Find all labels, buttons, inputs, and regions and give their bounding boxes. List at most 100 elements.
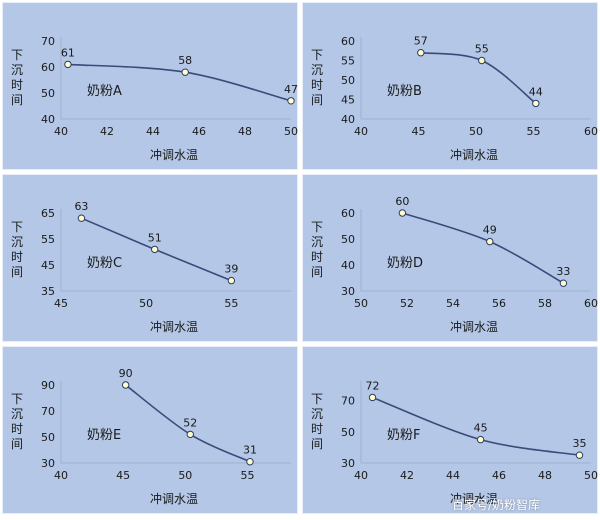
x-tick-label: 40 <box>54 469 68 482</box>
x-tick-label: 45 <box>412 125 426 138</box>
x-tick-label: 45 <box>54 297 68 310</box>
data-label: 31 <box>243 444 257 457</box>
data-label: 33 <box>556 265 570 278</box>
x-tick-label: 56 <box>492 297 506 310</box>
data-label: 35 <box>573 437 587 450</box>
x-axis-label: 冲调水温 <box>150 147 198 162</box>
data-point <box>398 209 407 217</box>
x-tick-label: 40 <box>54 125 68 138</box>
x-tick-label: 40 <box>354 469 368 482</box>
data-label: 72 <box>366 379 380 392</box>
x-tick-label: 52 <box>400 297 414 310</box>
x-tick-label: 55 <box>527 125 541 138</box>
y-tick-label: 50 <box>341 233 355 246</box>
x-tick-label: 58 <box>538 297 552 310</box>
x-tick-label: 50 <box>354 297 368 310</box>
y-axis-label: 下沉时间 <box>311 48 323 107</box>
y-tick-label: 55 <box>41 233 55 246</box>
chart-panel-b: 40 45 50 55 60 40 45 50 55 60 冲调水温 下沉时间 奶粉B 57 55 44 <box>302 2 598 170</box>
y-axis-label: 下沉时间 <box>11 392 23 451</box>
x-tick-label: 60 <box>584 125 598 138</box>
data-label: 49 <box>483 224 497 237</box>
data-point <box>77 214 86 222</box>
data-point <box>287 97 295 105</box>
watermark: 百家号/奶粉智库 <box>452 498 541 512</box>
x-tick-label: 48 <box>538 469 552 482</box>
x-tick-label: 50 <box>584 469 598 482</box>
y-tick-label: 40 <box>41 113 55 126</box>
y-tick-label: 60 <box>341 35 355 48</box>
data-label: 45 <box>474 422 488 435</box>
y-tick-label: 55 <box>341 55 355 68</box>
data-point <box>246 458 254 466</box>
y-tick-label: 70 <box>41 35 55 48</box>
x-tick-label: 44 <box>146 125 160 138</box>
x-axis-label: 冲调水温 <box>150 491 198 506</box>
data-point <box>559 279 568 287</box>
data-label: 57 <box>414 35 428 48</box>
data-label: 55 <box>475 43 489 56</box>
y-axis-label: 下沉时间 <box>311 220 323 279</box>
x-tick-label: 55 <box>240 469 254 482</box>
data-label: 39 <box>224 263 238 276</box>
data-point <box>186 430 194 439</box>
y-tick-label: 60 <box>41 61 55 74</box>
chart-panel-c: 35 45 55 65 45 50 55 冲调水温 下沉时间 奶粉C 63 51 39 <box>2 174 298 342</box>
x-tick-label: 54 <box>446 297 460 310</box>
data-point <box>151 245 159 254</box>
y-tick-label: 30 <box>341 285 355 298</box>
x-axis-label: 冲调水温 <box>450 319 498 334</box>
y-tick-label: 50 <box>41 87 55 100</box>
y-tick-label: 45 <box>341 94 355 107</box>
data-point <box>532 99 540 108</box>
data-label: 58 <box>178 54 192 67</box>
data-label: 90 <box>119 367 133 380</box>
data-point <box>121 381 130 389</box>
x-tick-label: 55 <box>224 297 238 310</box>
chart-panel-d: 30 40 50 60 50 52 54 56 58 60 冲调水温 下沉时间 奶粉D 60 49 33 <box>302 174 598 342</box>
y-tick-label: 50 <box>341 426 355 439</box>
series-annotation: 奶粉F <box>387 428 420 443</box>
y-tick-label: 50 <box>41 431 55 444</box>
data-point <box>486 237 494 246</box>
x-tick-label: 42 <box>100 125 114 138</box>
x-tick-label: 45 <box>116 469 130 482</box>
series-annotation: 奶粉B <box>387 84 422 99</box>
data-point <box>227 276 236 285</box>
y-tick-label: 30 <box>341 457 355 470</box>
y-tick-label: 65 <box>41 207 55 220</box>
data-label: 61 <box>61 46 75 59</box>
y-tick-label: 40 <box>341 259 355 272</box>
y-tick-label: 90 <box>41 379 55 392</box>
x-tick-label: 50 <box>178 469 192 482</box>
chart-panel-f: 30 50 70 40 42 44 46 48 50 冲调水温 下沉时间 奶粉F 72 45 35 <box>302 346 598 514</box>
x-axis-label: 冲调水温 <box>150 319 198 334</box>
chart-panel-e: 30 50 70 90 40 45 50 55 冲调水温 下沉时间 奶粉E 90 52 31 <box>2 346 298 514</box>
y-tick-label: 70 <box>41 405 55 418</box>
data-label: 52 <box>183 416 197 429</box>
x-tick-label: 46 <box>192 125 206 138</box>
y-axis-label: 下沉时间 <box>11 220 23 279</box>
series-annotation: 奶粉A <box>87 84 122 99</box>
y-tick-label: 70 <box>341 395 355 408</box>
x-tick-label: 46 <box>492 469 506 482</box>
data-point <box>64 60 72 69</box>
series-annotation: 奶粉C <box>87 256 122 271</box>
chart-panel-a: 40 50 60 70 40 42 44 46 48 50 冲调水温 下沉时间 奶粉A 61 58 47 <box>2 2 298 170</box>
x-axis-label: 冲调水温 <box>450 491 498 506</box>
data-label: 47 <box>284 83 298 96</box>
y-tick-label: 45 <box>41 259 55 272</box>
x-tick-label: 42 <box>400 469 414 482</box>
y-axis-label: 下沉时间 <box>11 48 23 107</box>
data-label: 51 <box>148 231 162 244</box>
series-annotation: 奶粉D <box>387 256 423 271</box>
data-label: 60 <box>395 195 409 208</box>
y-tick-label: 30 <box>41 457 55 470</box>
data-point <box>181 68 189 76</box>
data-point <box>476 435 485 444</box>
